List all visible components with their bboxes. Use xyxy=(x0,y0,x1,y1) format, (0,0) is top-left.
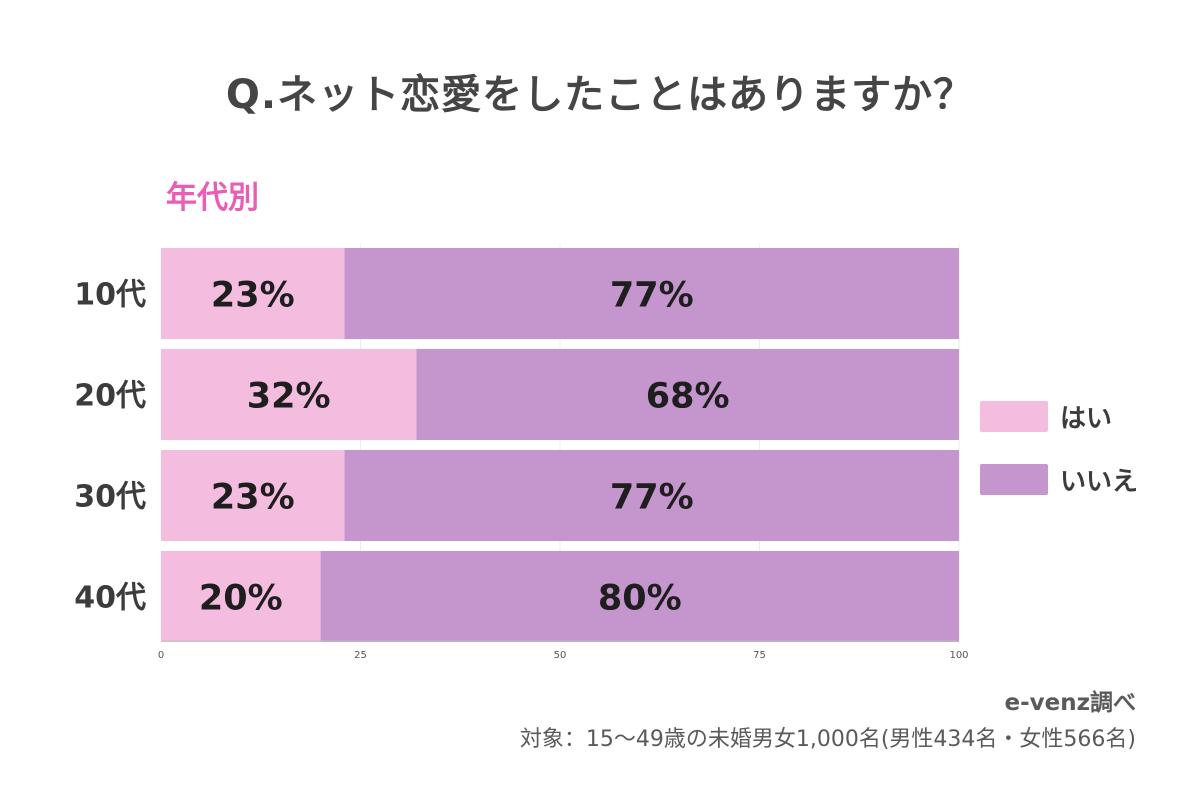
data-label-no-2: 77% xyxy=(610,478,694,518)
category-label-3: 40代 xyxy=(74,581,146,616)
data-label-yes-1: 32% xyxy=(247,377,331,417)
bar-no-3 xyxy=(320,551,960,642)
category-label-0: 10代 xyxy=(74,278,146,313)
category-label-1: 20代 xyxy=(74,379,146,414)
legend-swatch-yes xyxy=(980,401,1048,432)
data-label-no-1: 68% xyxy=(646,377,730,417)
legend-label-no: いいえ xyxy=(1060,467,1139,497)
source-credit: e-venz調べ xyxy=(1004,690,1137,716)
x-tick-label-100: 100 xyxy=(949,650,968,661)
x-tick-label-0: 0 xyxy=(158,650,164,661)
x-tick-label-75: 75 xyxy=(753,650,766,661)
x-tick-label-25: 25 xyxy=(354,650,367,661)
data-label-no-0: 77% xyxy=(610,276,694,316)
data-label-yes-2: 23% xyxy=(211,478,295,518)
data-label-no-3: 80% xyxy=(598,579,682,619)
bar-no-1 xyxy=(416,349,959,440)
x-tick-label-50: 50 xyxy=(554,650,567,661)
legend-item-no: いいえ xyxy=(980,461,1138,498)
chart-subtitle: 年代別 xyxy=(166,180,259,216)
data-label-yes-0: 23% xyxy=(211,276,295,316)
survey-note: 対象：15～49歳の未婚男女1,000名(男性434名・女性566名) xyxy=(519,727,1136,752)
data-label-yes-3: 20% xyxy=(199,579,283,619)
bar-yes-0 xyxy=(161,248,345,339)
bar-yes-2 xyxy=(161,450,345,541)
bar-yes-3 xyxy=(161,551,321,642)
legend-label-yes: はい xyxy=(1060,404,1113,434)
chart-title: Q.ネット恋愛をしたことはありますか？ xyxy=(225,72,975,118)
bar-no-0 xyxy=(344,248,959,339)
bar-no-2 xyxy=(344,450,959,541)
category-label-2: 30代 xyxy=(74,480,146,515)
bar-yes-1 xyxy=(161,349,417,440)
legend-item-yes: はい xyxy=(980,398,1112,435)
legend-swatch-no xyxy=(980,464,1048,495)
